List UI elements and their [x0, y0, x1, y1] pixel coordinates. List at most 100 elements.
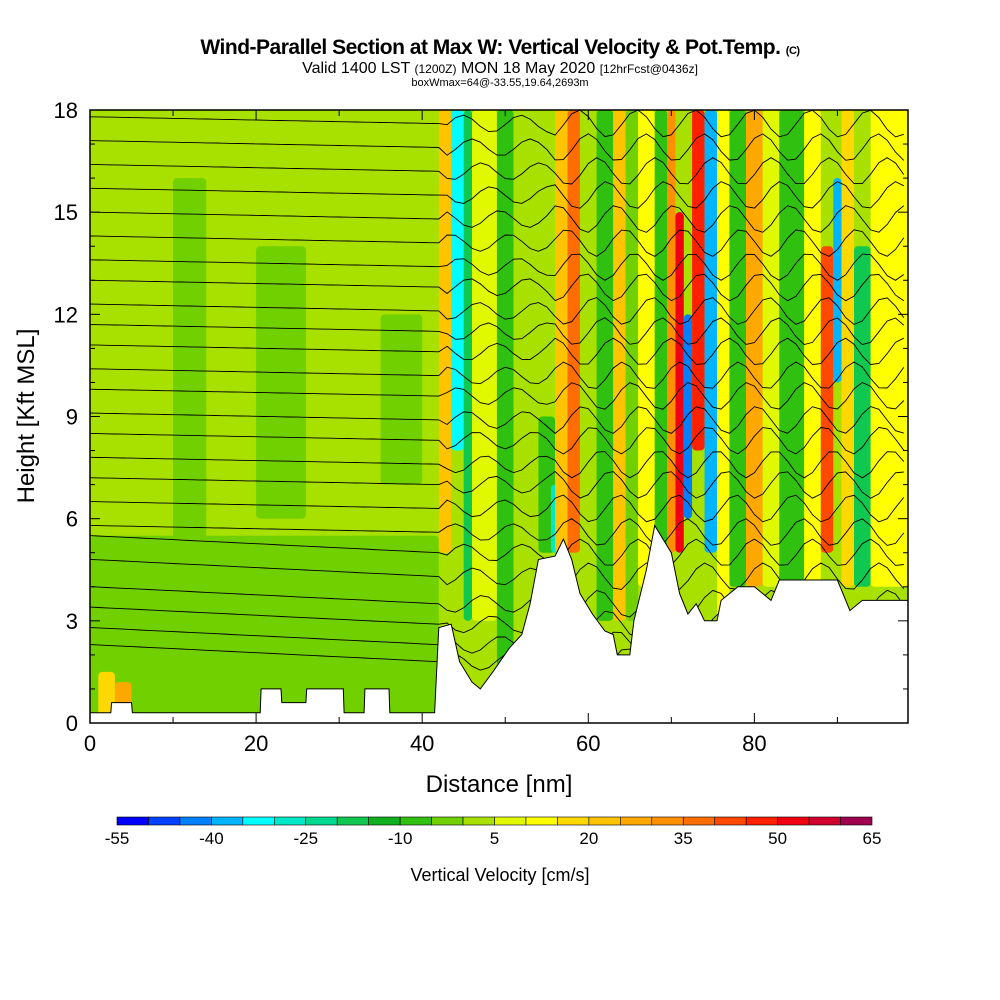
y-tick-label: 15	[54, 200, 78, 225]
terrain	[90, 524, 908, 723]
colorbar-tick-label: 20	[579, 829, 598, 848]
x-tick-label: 0	[84, 731, 96, 756]
title-tag: (C)	[785, 45, 800, 57]
colorbar-swatch	[651, 816, 684, 826]
colorbar-tick-label: 50	[768, 829, 787, 848]
velocity-band	[854, 246, 871, 587]
colorbar-swatch	[242, 816, 275, 826]
velocity-band	[613, 110, 626, 621]
colorbar-swatch	[682, 816, 716, 826]
y-tick-label: 12	[54, 302, 78, 327]
colorbar-swatch	[588, 816, 621, 826]
isentrope-line	[90, 181, 905, 209]
colorbar-swatch	[620, 816, 653, 826]
colorbar-swatch	[211, 816, 244, 826]
velocity-band	[704, 110, 717, 553]
velocity-band	[870, 110, 908, 587]
colorbar-swatch	[714, 816, 747, 826]
velocity-band	[463, 110, 473, 621]
chart-subtitle: Valid 1400 LST (1200Z) MON 18 May 2020 […	[0, 60, 1000, 78]
colorbar-swatch	[557, 816, 590, 826]
isentrope-line	[90, 494, 905, 523]
isentrope-line	[90, 406, 904, 434]
isentrope-line	[90, 518, 905, 546]
velocity-band	[762, 110, 780, 587]
velocity-band	[692, 110, 705, 451]
colorbar-swatch	[462, 816, 495, 826]
colorbar-tick-label: 35	[674, 829, 693, 848]
y-tick-label: 3	[66, 609, 78, 634]
isentrope-line	[90, 381, 905, 410]
velocity-band	[555, 110, 568, 553]
colorbar-swatch	[494, 816, 527, 826]
colorbar-swatch	[777, 816, 810, 826]
title-text: Wind-Parallel Section at Max W: Vertical…	[200, 36, 781, 59]
colorbar-swatch	[179, 816, 212, 826]
velocity-band	[256, 246, 306, 519]
isentrope-line	[90, 157, 905, 185]
isentrope-line	[90, 229, 905, 257]
terrain-profile	[90, 524, 908, 723]
isentropes	[90, 110, 905, 676]
colorbar-tick-label: 5	[490, 829, 499, 848]
velocity-band	[804, 110, 821, 587]
colorbar-tick-label: -55	[105, 829, 130, 848]
isentrope-line	[90, 273, 905, 302]
colorbar-tick-label: -40	[199, 829, 224, 848]
x-tick-label: 80	[742, 731, 766, 756]
colorbar-swatch	[148, 816, 181, 826]
isentrope-line	[90, 337, 904, 365]
velocity-band	[567, 110, 580, 553]
colorbar-swatch	[116, 816, 149, 826]
colorbar-tick-label: -10	[388, 829, 413, 848]
velocity-band	[438, 110, 452, 553]
chart-title: Wind-Parallel Section at Max W: Vertical…	[0, 36, 1000, 60]
y-tick-label: 9	[66, 405, 78, 430]
axes: 0 20 40 60 80 0 3 6 9 12 15 18	[54, 98, 908, 756]
velocity-band	[513, 110, 539, 621]
colorbar-swatch	[399, 816, 432, 826]
colorbar-swatch	[368, 816, 401, 826]
colorbar-swatch	[273, 816, 307, 826]
colorbar: -55 -40 -25 -10 5 20 35 50 65	[105, 816, 881, 848]
colorbar-swatch	[336, 816, 369, 826]
colorbar-tick-label: -25	[293, 829, 318, 848]
velocity-band	[729, 110, 747, 587]
velocity-band	[654, 110, 668, 553]
isentrope-line	[90, 426, 905, 455]
x-tick-label: 60	[576, 731, 600, 756]
colorbar-label: Vertical Velocity [cm/s]	[410, 865, 589, 885]
isentrope-line	[90, 451, 905, 479]
isentrope-line	[90, 535, 904, 566]
isentrope-line	[90, 110, 904, 138]
colorbar-swatch	[525, 816, 558, 826]
isentrope-line	[90, 361, 905, 389]
velocity-band	[841, 110, 855, 587]
isentrope-line	[90, 470, 904, 499]
y-tick-label: 6	[66, 507, 78, 532]
velocity-band	[820, 246, 834, 553]
velocity-band	[496, 110, 514, 689]
velocity-band	[380, 314, 423, 485]
velocity-band	[638, 110, 655, 587]
y-tick-label: 18	[54, 98, 78, 123]
subtitle-utc: (1200Z)	[414, 62, 457, 76]
isentrope-line	[90, 253, 905, 281]
velocity-band	[451, 110, 464, 451]
chart-annotation: boxWmax=64@-33.55,19.64,2693m	[411, 77, 589, 89]
subtitle-valid: Valid 1400 LST	[302, 60, 411, 77]
isentrope-line	[90, 133, 905, 161]
isentrope-line	[90, 317, 905, 345]
velocity-band	[173, 178, 207, 553]
y-axis-label: Height [Kft MSL]	[13, 329, 40, 504]
colorbar-swatch	[431, 816, 464, 826]
x-tick-label: 20	[244, 731, 268, 756]
isentrope-line	[90, 586, 905, 618]
isentrope-line	[90, 297, 905, 325]
x-axis-label: Distance [nm]	[426, 771, 573, 798]
velocity-band	[596, 110, 614, 621]
velocity-band	[90, 535, 439, 723]
x-tick-label: 40	[410, 731, 434, 756]
